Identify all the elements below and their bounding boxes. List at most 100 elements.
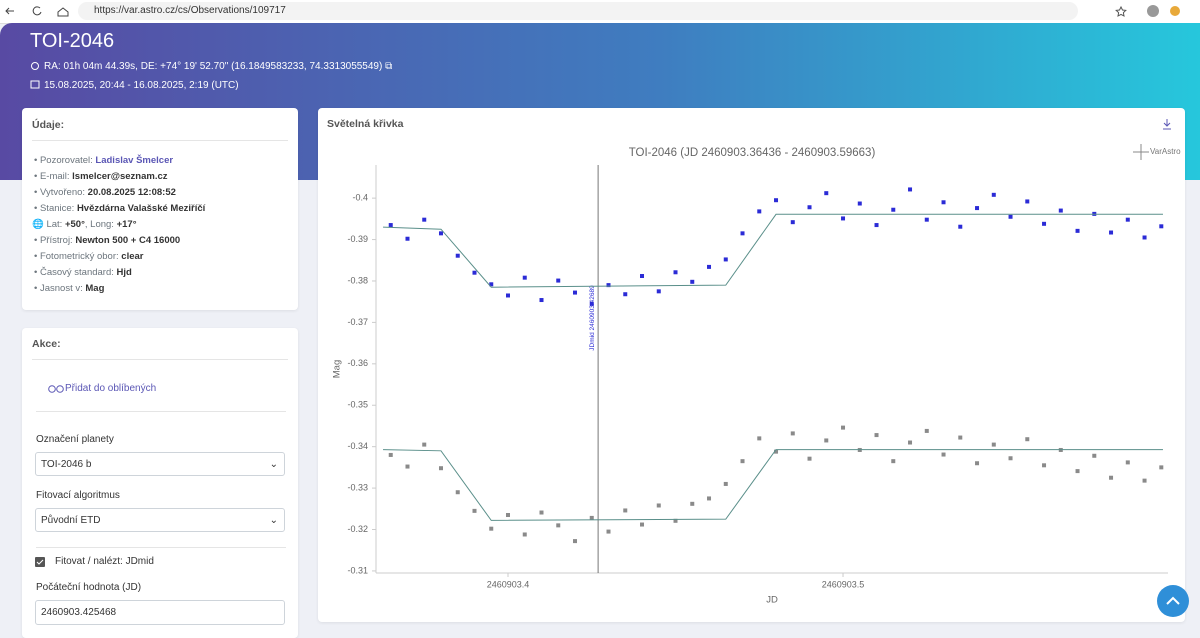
initial-input[interactable]: 2460903.425468: [35, 600, 285, 625]
data-point: [1075, 469, 1080, 474]
coordinates: RA: 01h 04m 44.39s, DE: +74° 19' 52.70" …: [44, 61, 393, 72]
profile-icon[interactable]: [1147, 5, 1159, 17]
data-point: [707, 264, 712, 269]
data-point: [991, 192, 996, 197]
data-point: [1008, 214, 1013, 219]
data-point: [958, 224, 963, 229]
algorithm-select[interactable]: Původní ETD ⌄: [35, 508, 285, 532]
y-axis-label: Mag: [332, 360, 343, 378]
header-icons: [30, 62, 40, 89]
data-point: [924, 428, 929, 433]
detail-label: Fotometrický obor:: [39, 251, 119, 262]
data-point: [690, 279, 695, 284]
data-point: [824, 191, 829, 196]
y-tick-label: -0.37: [347, 317, 368, 327]
browser-actions: [1115, 5, 1180, 17]
algorithm-value: Původní ETD: [41, 515, 101, 526]
x-tick-label: 2460903.4: [487, 579, 530, 589]
data-point: [757, 436, 762, 441]
home-icon[interactable]: [57, 7, 69, 17]
data-point: [1092, 453, 1097, 458]
add-favorite-link[interactable]: Přidat do oblíbených: [65, 383, 157, 394]
data-point: [1042, 221, 1047, 226]
y-tick-label: -0.38: [347, 275, 368, 285]
data-point: [640, 522, 645, 527]
divider: [36, 411, 286, 412]
data-point: [991, 442, 996, 447]
data-point: [1142, 235, 1147, 240]
pin-icon: [31, 62, 39, 70]
data-point: [975, 461, 980, 466]
x-tick-label: 2460903.5: [822, 579, 865, 589]
data-point: [807, 456, 812, 461]
data-point: [522, 275, 527, 280]
data-point: [874, 433, 879, 438]
chart: Světelná křivka TOI-2046 (JD 2460903.364…: [327, 118, 1181, 606]
data-point: [740, 459, 745, 464]
y-tick-label: -0.4: [352, 193, 368, 203]
data-point: [589, 301, 594, 306]
data-point: [908, 187, 913, 192]
page-title: TOI-2046: [30, 30, 115, 52]
scroll-top-button[interactable]: [1157, 585, 1189, 617]
data-point: [656, 503, 661, 508]
back-icon[interactable]: [5, 7, 14, 15]
data-point: [405, 236, 410, 241]
jdmid-label: JDmid 2460903.42689: [589, 285, 596, 351]
data-point: [506, 513, 510, 518]
data-point: [841, 425, 846, 430]
data-point: [388, 452, 393, 457]
data-point: [1075, 228, 1080, 233]
detail-item: • Fotometrický obor: clear: [34, 251, 144, 262]
data-point: [405, 464, 410, 469]
detail-value: Ladislav Šmelcer: [95, 155, 174, 166]
data-point: [573, 539, 578, 544]
address-bar[interactable]: https://var.astro.cz/cs/Observations/109…: [78, 2, 1078, 20]
date-text: 15.08.2025, 20:44 - 16.08.2025, 2:19 (UT…: [44, 80, 239, 91]
data-point: [707, 496, 712, 501]
data-point: [1025, 437, 1030, 442]
favorite-icon[interactable]: [1115, 5, 1127, 17]
data-point: [908, 440, 913, 445]
fit-checkbox[interactable]: [35, 557, 45, 567]
detail-label: , Long:: [84, 219, 114, 230]
calendar-icon: [30, 80, 40, 89]
data-point: [556, 278, 561, 283]
data-point: [438, 231, 443, 236]
data-point: [941, 452, 946, 457]
divider: [32, 140, 288, 141]
model-line: [383, 213, 1163, 288]
data-point: [857, 201, 862, 206]
data-point: [841, 216, 846, 221]
data-point: [891, 459, 896, 464]
data-point: [539, 298, 544, 303]
download-icon[interactable]: [1163, 119, 1171, 130]
detail-value: Hjd: [116, 267, 132, 278]
x-axis-label: JD: [766, 595, 778, 606]
detail-item: • Časový standard: Hjd: [34, 267, 132, 278]
data-point: [723, 481, 728, 486]
details-title: Údaje:: [32, 119, 65, 131]
data-point: [656, 289, 661, 294]
data-point: [422, 442, 427, 447]
data-point: [723, 257, 728, 262]
detail-item: • Pozorovatel: Ladislav Šmelcer: [34, 155, 174, 166]
reload-icon[interactable]: [32, 6, 42, 16]
extension-icon[interactable]: [1170, 6, 1180, 16]
planet-label: Označení planety: [36, 434, 114, 445]
data-point: [472, 508, 477, 513]
coordinates-text: RA: 01h 04m 44.39s, DE: +74° 19' 52.70" …: [44, 61, 383, 72]
data-point: [740, 231, 745, 236]
data-point: [975, 206, 980, 211]
data-point: [472, 270, 477, 275]
data-point: [522, 532, 527, 537]
data-point: [1109, 475, 1114, 480]
data-point: [774, 449, 779, 454]
detail-value: Newton 500 + C4 16000: [75, 235, 181, 246]
model-line: [383, 449, 1163, 521]
detail-value: Mag: [85, 283, 105, 294]
data-point: [958, 435, 963, 440]
planet-select[interactable]: TOI-2046 b ⌄: [35, 452, 285, 476]
data-point: [1125, 217, 1130, 222]
